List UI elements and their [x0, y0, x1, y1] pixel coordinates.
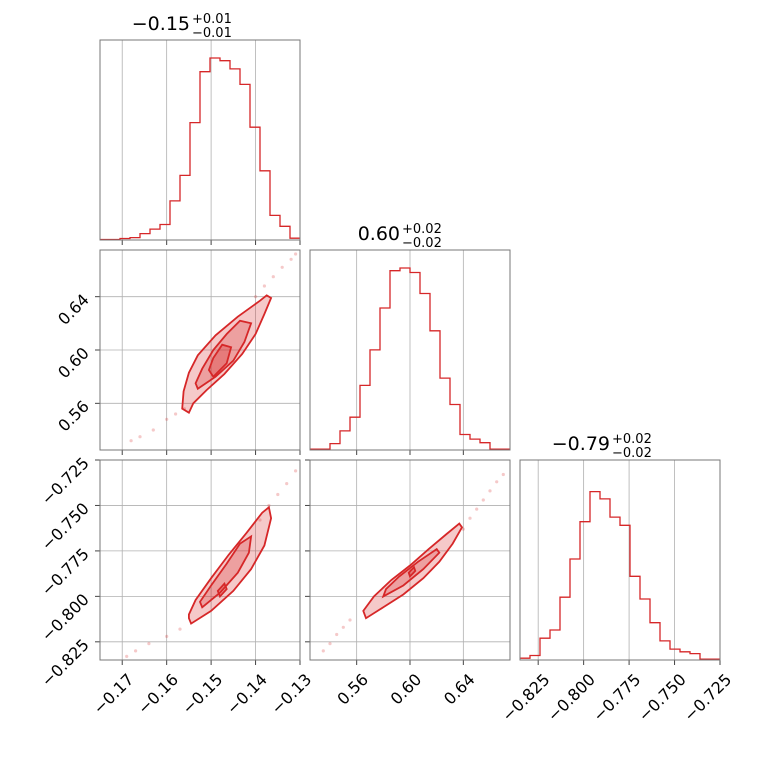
panel-frame — [99, 39, 301, 241]
y-tick-label: −0.750 — [37, 499, 92, 554]
x-tick-label: −0.15 — [178, 670, 226, 718]
sample-point — [151, 428, 155, 432]
contour-mid — [198, 534, 253, 609]
y-tick-label: 0.56 — [54, 397, 93, 436]
x-tick-label: −0.14 — [223, 670, 271, 718]
sample-point — [129, 439, 133, 443]
sample-point — [271, 275, 275, 279]
corner-panels — [95, 39, 721, 665]
y-tick-label: −0.825 — [38, 635, 93, 690]
contour-inner — [207, 343, 233, 379]
panel-frame — [519, 459, 721, 661]
histogram-step-2 — [520, 490, 720, 660]
sample-point — [294, 252, 298, 256]
sample-point — [174, 412, 178, 416]
panel-titles: −0.15 +0.01−0.010.60 +0.02−0.02−0.79 +0.02−… — [132, 12, 652, 461]
sample-point — [276, 492, 280, 497]
x-tick-label: −0.13 — [267, 670, 315, 718]
title-lower-error-0: −0.01 — [192, 26, 232, 41]
panel-content — [125, 469, 298, 659]
hist-panel-1 — [309, 249, 511, 455]
sample-point — [341, 625, 345, 629]
sample-point — [258, 518, 262, 522]
y-tick-label: −0.775 — [38, 544, 93, 599]
sample-point — [289, 257, 293, 261]
panel-background — [520, 460, 720, 660]
contour-panel-2-0 — [95, 459, 301, 665]
x-tick-label: −0.725 — [680, 670, 735, 725]
panel-background — [100, 460, 300, 660]
sample-point — [165, 417, 169, 421]
sample-point — [294, 469, 298, 473]
title-value-2: −0.79 — [552, 433, 610, 455]
sample-point — [267, 503, 271, 508]
sample-point — [348, 618, 352, 622]
sample-point — [165, 634, 169, 639]
contour-panel-2-1 — [305, 459, 511, 665]
hist-panel-0 — [99, 39, 301, 245]
title-upper-error-0: +0.01 — [192, 12, 232, 27]
title-value-1: 0.60 — [358, 223, 400, 245]
histogram-step-0 — [100, 57, 300, 240]
contour-inner — [407, 565, 417, 579]
sample-point — [335, 632, 339, 637]
sample-point — [481, 498, 485, 502]
panel-content — [321, 472, 505, 653]
panel-content — [310, 267, 510, 450]
panel-content — [100, 57, 300, 240]
sample-point — [321, 649, 325, 653]
panel-frame — [99, 459, 301, 661]
sample-point — [501, 472, 505, 477]
title-upper-error-1: +0.02 — [402, 222, 442, 237]
x-tick-label: 0.60 — [387, 670, 426, 709]
x-tick-label: −0.800 — [544, 670, 599, 725]
panel-frame — [309, 249, 511, 451]
sample-point — [134, 649, 138, 653]
sample-point — [475, 507, 479, 511]
sample-point — [495, 480, 499, 484]
title-value-0: −0.15 — [132, 13, 190, 35]
x-tick-label: −0.16 — [134, 670, 182, 718]
sample-point — [178, 627, 182, 631]
sample-point — [254, 295, 258, 299]
sample-point — [488, 489, 492, 493]
contour-inner — [216, 581, 228, 599]
sample-point — [285, 482, 289, 486]
sample-point — [280, 265, 284, 269]
x-tick-label: −0.17 — [89, 670, 137, 718]
title-lower-error-2: −0.02 — [612, 446, 652, 461]
hist-panel-2 — [519, 459, 721, 665]
y-tick-label: −0.725 — [38, 453, 93, 508]
panel-frame — [99, 249, 301, 451]
sample-point — [461, 527, 465, 531]
sample-point — [147, 642, 151, 646]
x-tick-label: −0.750 — [635, 670, 690, 725]
contour-mid — [381, 547, 441, 599]
y-tick-label: 0.64 — [54, 290, 93, 329]
panel-content — [129, 252, 298, 443]
sample-point — [125, 654, 129, 659]
sample-point — [468, 516, 472, 520]
sample-point — [262, 284, 266, 288]
title-upper-error-2: +0.02 — [612, 432, 652, 447]
x-tick-label: −0.775 — [589, 670, 644, 725]
histogram-step-1 — [310, 267, 510, 450]
x-tick-label: −0.825 — [498, 670, 553, 725]
sample-point — [328, 642, 332, 646]
panel-frame — [309, 459, 511, 661]
x-tick-label: 0.64 — [440, 670, 479, 709]
sample-point — [138, 435, 142, 439]
y-tick-label: 0.60 — [54, 343, 93, 382]
title-lower-error-1: −0.02 — [402, 236, 442, 251]
contour-panel-1-0 — [95, 249, 301, 455]
panel-content — [520, 490, 720, 660]
x-tick-label: 0.56 — [333, 670, 372, 709]
y-tick-label: −0.800 — [37, 590, 92, 645]
